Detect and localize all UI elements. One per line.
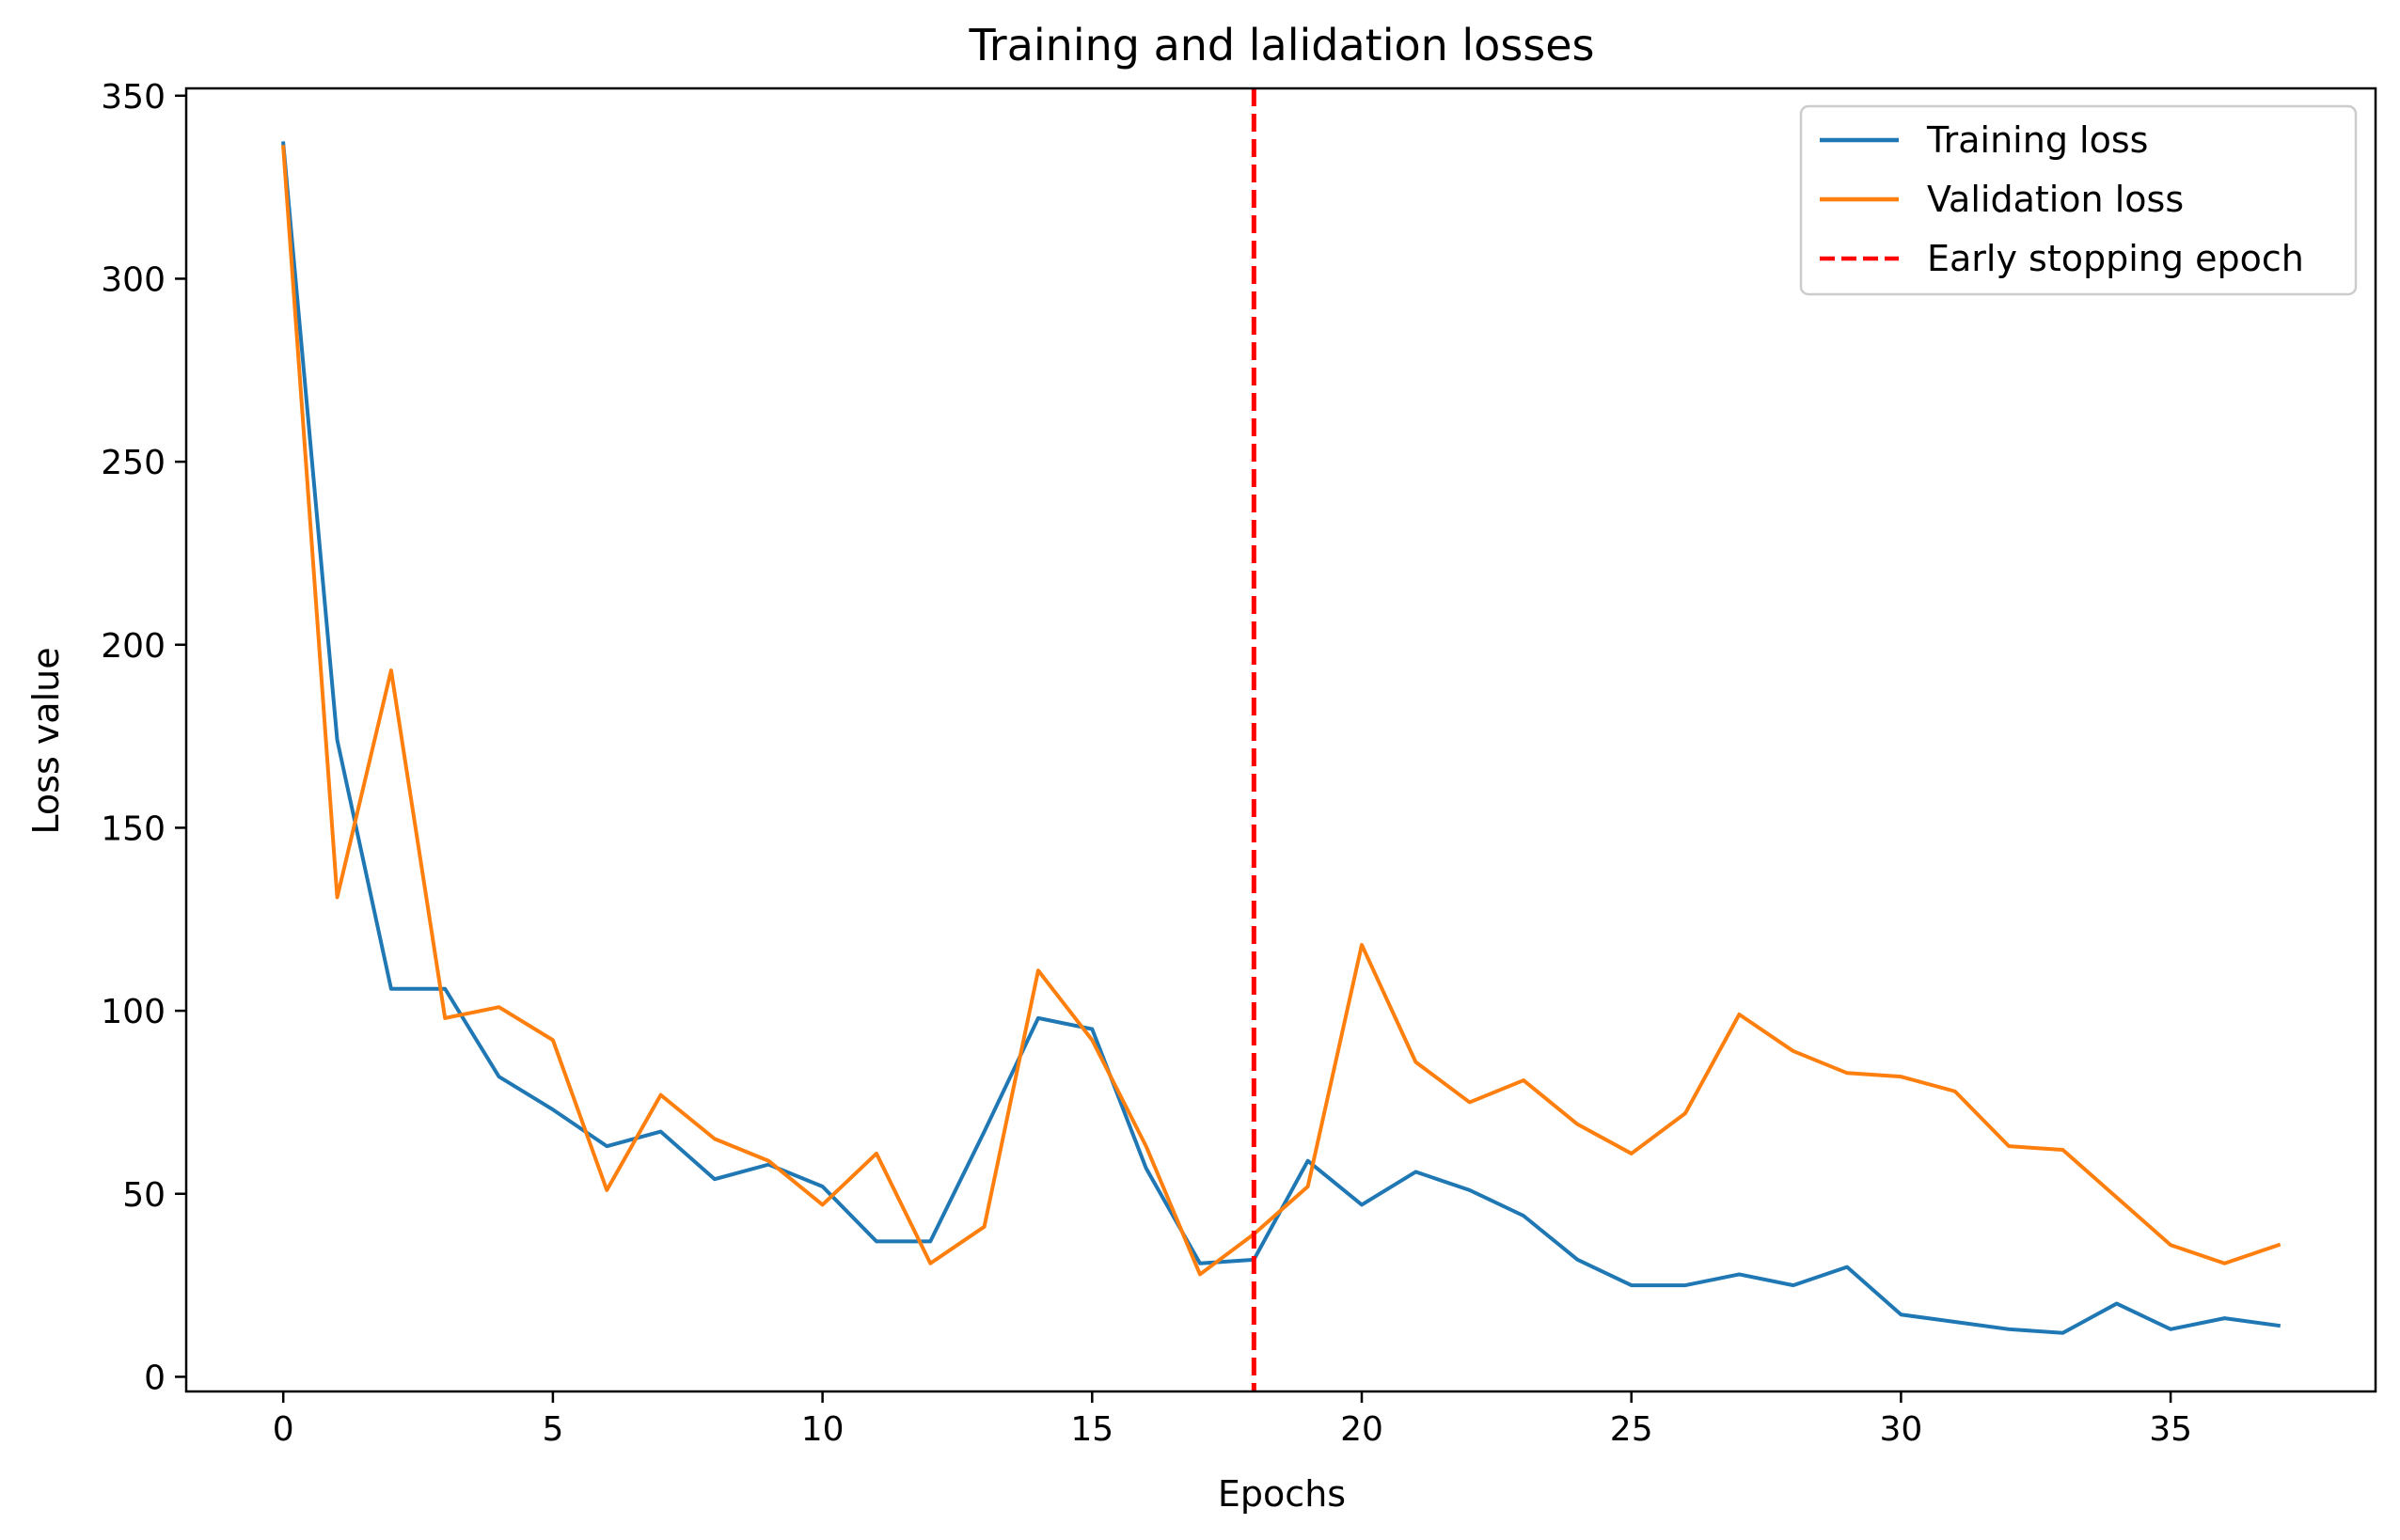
y-tick-label: 300: [101, 260, 166, 299]
legend-box: [1799, 104, 2358, 296]
x-axis-label: Epochs: [1218, 1473, 1346, 1515]
y-tick-label: 250: [101, 444, 166, 482]
y-tick-label: 350: [101, 78, 166, 117]
legend-label-2: Early stopping epoch: [1927, 238, 2304, 279]
x-tick-label: 10: [801, 1410, 845, 1449]
series-line-1: [281, 145, 2282, 1277]
x-tick-label: 5: [542, 1410, 563, 1449]
y-tick-label: 150: [101, 809, 166, 848]
x-tick-label: 30: [1880, 1410, 1923, 1449]
x-tick-label: 0: [273, 1410, 294, 1449]
plot-frame: [184, 86, 2377, 1393]
y-tick-label: 0: [144, 1359, 166, 1397]
y-tick-label: 50: [122, 1176, 166, 1215]
y-axis-label: Loss value: [25, 647, 67, 834]
x-tick-label: 35: [2149, 1410, 2192, 1449]
y-tick-label: 200: [101, 627, 166, 666]
x-tick-label: 20: [1340, 1410, 1383, 1449]
legend-label-0: Training loss: [1926, 119, 2148, 161]
x-tick-label: 15: [1070, 1410, 1113, 1449]
chart-title: Training and lalidation losses: [968, 20, 1594, 71]
legend-label-1: Validation loss: [1927, 179, 2184, 220]
y-tick-label: 100: [101, 993, 166, 1031]
plot-area: [281, 88, 2282, 1391]
x-tick-label: 25: [1610, 1410, 1653, 1449]
